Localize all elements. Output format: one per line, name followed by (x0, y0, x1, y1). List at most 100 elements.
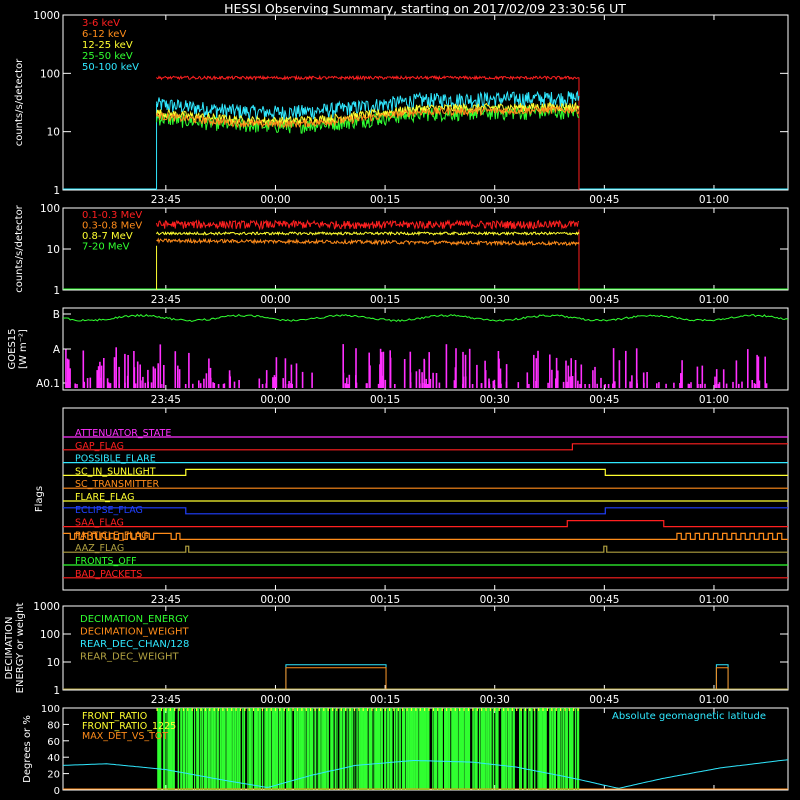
spike (124, 353, 126, 388)
ratio-bar (424, 708, 426, 790)
ratio-bar (493, 708, 495, 790)
ratio-bar (428, 708, 430, 790)
flag-label: SC_IN_SUNLIGHT (75, 466, 156, 477)
ratio-tick (257, 708, 259, 711)
ratio-bar (401, 708, 403, 790)
spike (699, 384, 702, 389)
ratio-bar (184, 708, 185, 790)
ratio-bar (371, 708, 373, 790)
spike (747, 349, 749, 389)
ratio-bar (474, 708, 475, 790)
spike (704, 383, 706, 388)
ratio-bar (463, 708, 465, 790)
spike (403, 359, 406, 388)
ratio-bar (545, 708, 547, 790)
ratio-tick (529, 708, 531, 711)
ratio-bar (370, 708, 372, 790)
ratio-bar (248, 708, 251, 790)
ratio-bar (189, 708, 192, 790)
x-tick-label: 00:15 (370, 194, 400, 206)
ratio-bar (408, 708, 410, 790)
spike (725, 383, 728, 389)
ratio-bar (229, 708, 231, 790)
spike (355, 348, 357, 388)
spike (612, 383, 614, 389)
ratio-bar (465, 708, 467, 790)
ratio-bar (324, 708, 327, 790)
ratio-bar (242, 708, 244, 790)
ratio-tick (489, 708, 491, 711)
ratio-tick (402, 708, 404, 711)
ratio-bar (214, 708, 216, 790)
ratio-bar (475, 708, 477, 790)
ratio-bar (334, 708, 337, 790)
spike (107, 382, 110, 389)
x-tick-label: 00:15 (370, 394, 400, 406)
ratio-bar (202, 708, 204, 790)
ratio-bar (296, 708, 299, 790)
ratio-bar (339, 708, 341, 790)
ratio-bar (232, 708, 234, 790)
spike (493, 379, 496, 389)
ratio-tick (279, 708, 281, 711)
spike (188, 352, 190, 388)
ratio-bar (215, 708, 216, 790)
rear-weight-step (715, 667, 729, 689)
flag-line (63, 545, 788, 553)
spike (758, 380, 761, 389)
flag-line (63, 443, 788, 451)
ratio-tick (560, 708, 562, 711)
ratio-tick (524, 708, 527, 711)
ratio-tick (231, 708, 233, 711)
ratio-bar (445, 708, 447, 790)
ratio-bar (238, 708, 240, 790)
ratio-tick (389, 708, 391, 711)
spike (432, 372, 434, 388)
series-line-12-25 (156, 101, 580, 126)
flag-label: POSSIBLE_FLARE (75, 454, 156, 465)
y-axis-label: DECIMATION (4, 616, 15, 679)
ratio-bar (228, 708, 231, 790)
spike (588, 384, 591, 389)
ratio-bar (524, 708, 527, 790)
ratio-tick (327, 708, 329, 711)
spike (124, 382, 126, 389)
spike (714, 376, 716, 388)
ratio-bar (444, 708, 445, 790)
spike (382, 351, 385, 388)
chart-title: HESSI Observing Summary, starting on 201… (224, 1, 626, 16)
ratio-tick (296, 708, 299, 711)
ratio-bar (363, 708, 365, 790)
goes-line (62, 313, 789, 323)
ratio-bar (326, 708, 328, 790)
legend-entry: 12-25 keV (82, 40, 133, 51)
spike (113, 357, 116, 388)
ratio-bar (523, 708, 526, 790)
ratio-bar (240, 708, 241, 790)
ratio-bar (413, 708, 416, 790)
ratio-bar (574, 708, 576, 790)
ratio-bar (538, 708, 541, 790)
ratio-tick (415, 708, 417, 711)
ratio-bar (235, 708, 237, 790)
series-line-3-6 (156, 74, 580, 81)
ratio-bar (384, 708, 386, 790)
ratio-bar (333, 708, 335, 790)
ratio-tick (577, 708, 579, 711)
spike (547, 382, 549, 388)
ratio-tick (494, 708, 496, 711)
ratio-tick (187, 708, 189, 711)
y-axis-label: GOES15 (7, 328, 18, 369)
ratio-bar (560, 708, 562, 790)
ratio-tick (191, 708, 193, 711)
ratio-tick (204, 708, 206, 711)
x-tick-label: 00:15 (370, 594, 400, 606)
ratio-tick (384, 708, 386, 711)
ratio-bar (305, 708, 306, 790)
spike (594, 366, 596, 388)
x-tick-label: 00:30 (480, 194, 510, 206)
ratio-bar (239, 708, 240, 790)
panel-5-frame (62, 605, 789, 691)
ratio-bar (279, 708, 281, 790)
y-tick-label: 0 (54, 786, 60, 797)
